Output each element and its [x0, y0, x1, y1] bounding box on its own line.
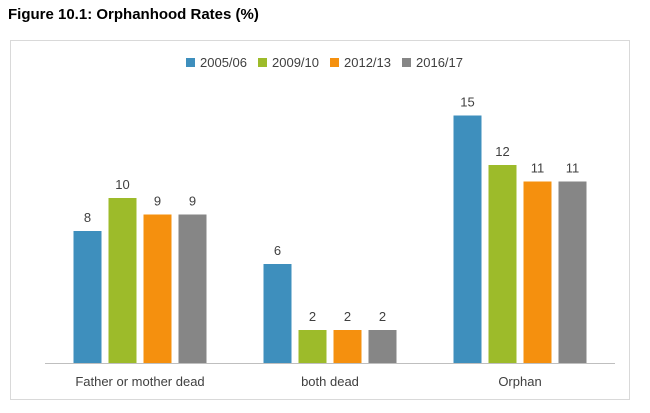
bar-2016-17-0	[178, 214, 207, 363]
x-tick-labels: Father or mother dead both dead Orphan	[75, 374, 541, 389]
chart-frame	[10, 40, 630, 400]
bar-2005-06-2	[453, 115, 482, 363]
figure-title: Figure 10.1: Orphanhood Rates (%)	[8, 6, 259, 23]
bar-2012-13-1	[333, 330, 362, 363]
bar-2009-10-2	[488, 165, 517, 363]
chart-legend: 2005/06 2009/10 2012/13 2016/17	[186, 55, 463, 70]
bar-2005-06-0	[73, 231, 102, 363]
data-label: 11	[566, 161, 580, 176]
legend-swatch	[330, 58, 339, 67]
data-label: 2	[344, 309, 351, 324]
legend-swatch	[258, 58, 267, 67]
legend-swatch	[402, 58, 411, 67]
data-label: 12	[495, 144, 509, 159]
data-label: 2	[379, 309, 386, 324]
x-tick-label: Orphan	[498, 374, 541, 389]
bar-2016-17-2	[558, 181, 587, 363]
bar-2009-10-0	[108, 198, 137, 363]
bar-2012-13-2	[523, 181, 552, 363]
bar-2009-10-1	[298, 330, 327, 363]
data-label: 11	[531, 161, 545, 176]
data-label: 9	[189, 194, 196, 209]
x-tick-label: both dead	[301, 374, 359, 389]
legend-swatch	[186, 58, 195, 67]
data-label: 2	[309, 309, 316, 324]
data-label: 10	[115, 177, 129, 192]
legend-label: 2016/17	[416, 55, 463, 70]
chart-bars: 8 10 9 9 6 2 2 2 15 12 11 11	[73, 95, 587, 363]
data-label: 6	[274, 243, 281, 258]
bar-2005-06-1	[263, 264, 292, 363]
bar-2012-13-0	[143, 214, 172, 363]
legend-label: 2009/10	[272, 55, 319, 70]
data-label: 15	[460, 95, 474, 110]
legend-label: 2005/06	[200, 55, 247, 70]
data-label: 8	[84, 210, 91, 225]
data-label: 9	[154, 194, 161, 209]
legend-label: 2012/13	[344, 55, 391, 70]
x-tick-label: Father or mother dead	[75, 374, 204, 389]
bar-2016-17-1	[368, 330, 397, 363]
